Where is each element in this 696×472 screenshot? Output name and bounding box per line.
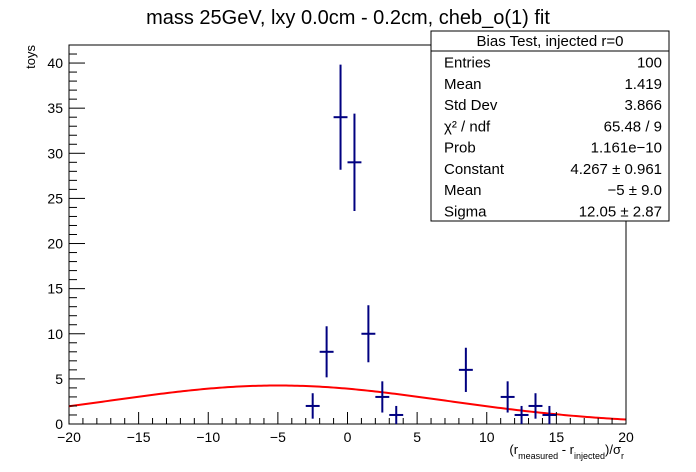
data-point <box>542 405 557 424</box>
data-point <box>500 381 515 413</box>
y-tick-label: 20 <box>47 236 63 252</box>
x-axis: −20 −15 −10 −5 0 5 10 15 20 <box>57 412 634 445</box>
stats-row-label: Mean <box>444 76 482 93</box>
x-label-mid: - r <box>558 442 575 457</box>
x-tick-label: 15 <box>549 429 565 445</box>
y-tick-label: 10 <box>47 326 63 342</box>
stats-row-label: Sigma <box>444 203 487 220</box>
stats-row-value: 1.419 <box>624 76 662 93</box>
data-point <box>514 405 529 424</box>
y-tick-label: 0 <box>55 416 63 432</box>
stats-row-value: 12.05 ± 2.87 <box>579 203 662 220</box>
y-axis: 0 5 10 15 20 25 30 35 40 <box>47 44 85 432</box>
data-points <box>305 64 557 424</box>
x-axis-label: (rmeasured - rinjected)/σr <box>509 442 624 461</box>
data-point <box>375 381 390 413</box>
y-tick-label: 30 <box>47 145 63 161</box>
x-label-sub-injected: injected <box>574 451 605 461</box>
y-tick-label: 15 <box>47 281 63 297</box>
stats-row-label: Entries <box>444 55 491 72</box>
data-point <box>319 326 334 378</box>
x-label-sub-r: r <box>621 451 624 461</box>
data-point <box>389 405 404 424</box>
fit-curve <box>68 384 627 421</box>
x-tick-label: 10 <box>479 429 495 445</box>
stats-row-value: −5 ± 9.0 <box>607 182 662 199</box>
x-tick-label: 0 <box>344 429 352 445</box>
data-point <box>528 393 543 419</box>
data-point <box>361 305 376 363</box>
x-label-close: )/σ <box>605 442 621 457</box>
x-tick-label: −20 <box>57 429 81 445</box>
y-tick-label: 5 <box>55 371 63 387</box>
stats-row-label: Prob <box>444 140 476 157</box>
stats-row-value: 3.866 <box>624 97 662 114</box>
y-tick-label: 40 <box>47 55 63 71</box>
data-point <box>305 393 320 419</box>
x-tick-label: −15 <box>127 429 151 445</box>
stats-row-label: Std Dev <box>444 97 498 114</box>
stats-box: Bias Test, injected r=0 Entries 100 Mean 1.4… <box>430 30 670 222</box>
y-axis-label: toys <box>23 45 38 69</box>
data-point <box>347 113 362 211</box>
data-point <box>458 347 473 392</box>
x-tick-label: 20 <box>618 429 634 445</box>
y-tick-label: 25 <box>47 190 63 206</box>
stats-row-label: χ² / ndf <box>444 118 491 135</box>
x-tick-label: −5 <box>270 429 286 445</box>
chart-title: mass 25GeV, lxy 0.0cm - 0.2cm, cheb_o(1)… <box>146 7 550 29</box>
stats-row-value: 4.267 ± 0.961 <box>570 161 662 178</box>
stats-row-value: 100 <box>637 55 662 72</box>
x-tick-label: 5 <box>413 429 421 445</box>
x-tick-label: −10 <box>196 429 220 445</box>
stats-row-label: Mean <box>444 182 482 199</box>
x-label-sub-measured: measured <box>518 451 558 461</box>
data-point <box>333 64 348 170</box>
x-label-open: (r <box>509 442 518 457</box>
fit-curve-group <box>68 384 627 421</box>
stats-row-value: 65.48 / 9 <box>604 118 662 135</box>
stats-box-title: Bias Test, injected r=0 <box>477 33 624 50</box>
y-tick-label: 35 <box>47 100 63 116</box>
stats-box-frame <box>430 30 670 222</box>
stats-row-value: 1.161e−10 <box>591 140 662 157</box>
stats-row-label: Constant <box>444 161 505 178</box>
